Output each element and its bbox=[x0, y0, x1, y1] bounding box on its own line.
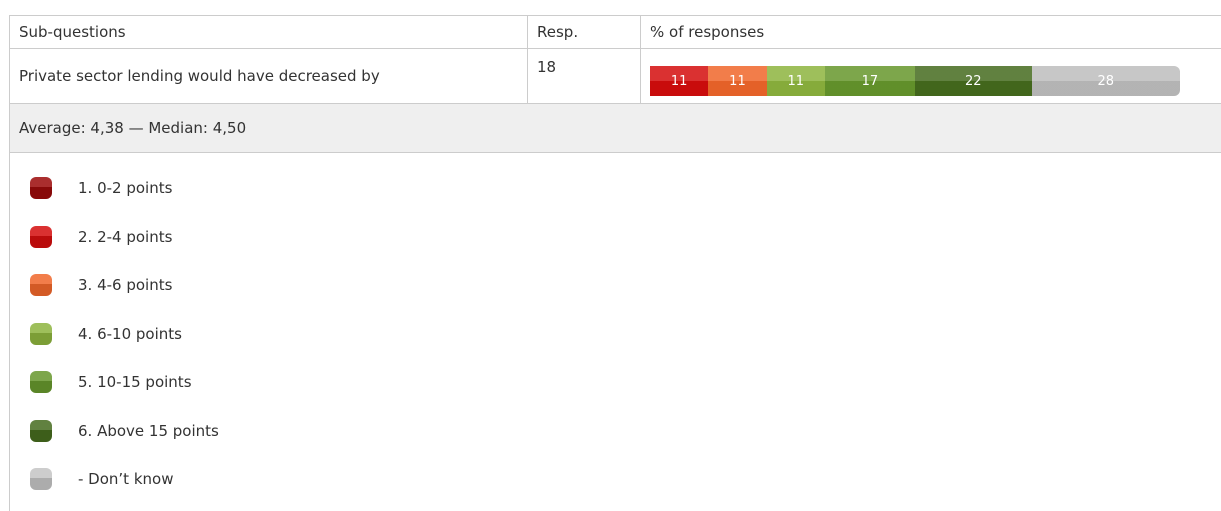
legend-swatch bbox=[30, 274, 52, 296]
header-cell: Sub-questions bbox=[9, 15, 528, 49]
legend-item: 6. Above 15 points bbox=[30, 419, 219, 443]
legend-item: - Don’t know bbox=[30, 467, 173, 491]
legend-swatch bbox=[30, 322, 52, 345]
legend-item: 1. 0-2 points bbox=[30, 176, 172, 200]
stacked-bar: 11 11 11 17 22 28 bbox=[650, 66, 1180, 96]
bar-segment: 11 bbox=[766, 66, 825, 96]
responses-cell: 18 bbox=[527, 48, 641, 104]
legend-label: 4. 6-10 points bbox=[78, 324, 182, 343]
footer-cell: Average: 4,38 — Median: 4,50 bbox=[9, 103, 1221, 153]
legend-swatch bbox=[30, 225, 52, 248]
legend-item: 5. 10-15 points bbox=[30, 370, 192, 394]
bar-segment: 28 bbox=[1031, 66, 1180, 96]
legend-label: 1. 0-2 points bbox=[78, 179, 173, 197]
bar-segment: 17 bbox=[824, 66, 915, 96]
bar-segment: 22 bbox=[914, 66, 1032, 96]
legend-label: 3. 4-6 points bbox=[78, 276, 173, 294]
legend-label: 6. Above 15 points bbox=[78, 421, 219, 440]
header-cell: Resp. bbox=[527, 15, 641, 49]
legend-label: 2. 2-4 points bbox=[78, 227, 173, 246]
bar-segment: 11 bbox=[650, 66, 709, 96]
legend-label: - Don’t know bbox=[78, 470, 174, 488]
bar-segment: 11 bbox=[708, 66, 767, 96]
legend-label: 5. 10-15 points bbox=[78, 373, 192, 391]
legend-item: 2. 2-4 points bbox=[30, 225, 172, 249]
legend-swatch bbox=[30, 177, 52, 199]
legend-item: 3. 4-6 points bbox=[30, 273, 172, 297]
legend-item: 4. 6-10 points bbox=[30, 322, 182, 346]
header-cell: % of responses bbox=[640, 15, 1221, 49]
legend-swatch bbox=[30, 419, 52, 442]
legend-swatch bbox=[30, 371, 52, 393]
legend: 1. 0-2 points 2. 2-4 points 3. 4-6 points 4… bbox=[9, 152, 1221, 511]
legend-swatch bbox=[30, 468, 52, 490]
question-cell: Private sector lending would have decrea… bbox=[9, 48, 528, 104]
